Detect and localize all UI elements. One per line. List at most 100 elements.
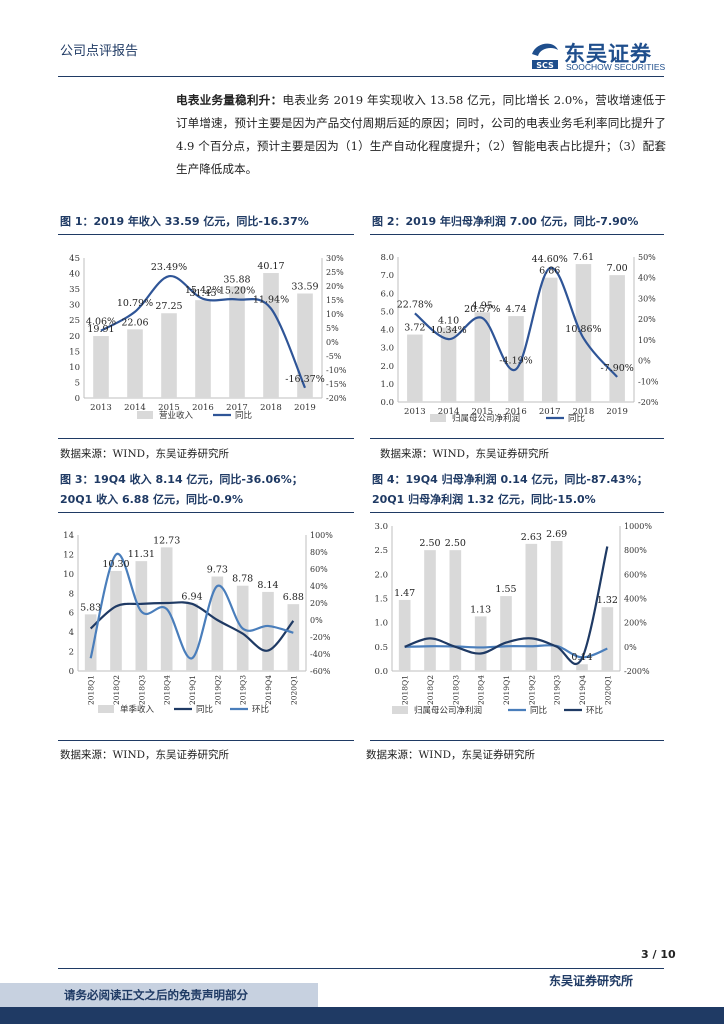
line-value-label: -7.90% [600, 363, 633, 374]
y-tick-right: -20% [326, 394, 347, 403]
bar [93, 336, 109, 398]
bar-value-label: 4.10 [438, 316, 459, 327]
y-tick-left: 1.0 [374, 619, 388, 629]
x-tick-label: 2018Q4 [477, 675, 486, 705]
bar-value-label: 1.32 [597, 595, 618, 606]
x-tick-label: 2019Q3 [553, 675, 562, 705]
y-tick-right: 60% [310, 565, 328, 574]
bar-value-label: 2.50 [445, 538, 466, 549]
bar-value-label: 1.55 [495, 584, 516, 595]
y-tick-left: 4 [69, 628, 74, 638]
x-tick-label: 2018Q3 [451, 675, 460, 705]
bar [161, 313, 177, 398]
x-tick-label: 2019Q4 [578, 675, 587, 705]
y-tick-right: 800% [624, 546, 647, 555]
bar [440, 327, 457, 402]
bar [508, 316, 524, 402]
line-value-label: 4.06% [86, 317, 116, 328]
footer-brand: 东吴证券研究所 [549, 974, 634, 988]
y-tick-left: 0 [75, 394, 80, 404]
footer-disclaimer: 请务必阅读正文之后的免责声明部分 [64, 988, 248, 1002]
x-tick-label: 2019 [606, 407, 628, 417]
y-tick-right: 200% [624, 619, 647, 628]
legend-net-profit: 归属母公司净利润 [414, 705, 482, 716]
bar [211, 576, 224, 671]
y-tick-left: 5 [75, 378, 80, 388]
line-value-label: 22.78% [397, 299, 433, 310]
x-tick-label: 2017 [226, 403, 248, 413]
y-tick-right: 15% [326, 296, 344, 305]
bar [474, 312, 491, 402]
figure-4-title: 图 4：19Q4 归母净利润 0.14 亿元，同比-87.43%； [372, 473, 648, 486]
bar [127, 329, 143, 398]
y-tick-right: 600% [624, 570, 647, 579]
bar [525, 543, 538, 671]
y-tick-left: 25 [69, 316, 80, 326]
bar-value-label: 0.14 [571, 652, 592, 663]
bar-value-label: 6.86 [539, 266, 560, 277]
y-tick-left: 30 [69, 301, 80, 311]
figure-1-title: 图 1：2019 年收入 33.59 亿元，同比-16.37% [60, 215, 309, 228]
bar [576, 664, 588, 671]
figure-3-bottom-rule [58, 740, 354, 741]
bar [474, 616, 487, 671]
line-value-label: 10.79% [117, 298, 153, 309]
y-tick-left: 2.5 [374, 546, 388, 556]
series-line-yoy [100, 275, 307, 389]
y-tick-left: 0.5 [374, 643, 388, 653]
bar [609, 275, 625, 402]
legend-net-profit-swatch [430, 414, 446, 422]
legend-yoy: 同比 [530, 705, 547, 716]
figure-2-rule [370, 234, 664, 235]
y-tick-right: 10% [326, 310, 344, 319]
y-tick-right: -10% [638, 377, 659, 386]
series-line-qoq [404, 546, 609, 666]
x-tick-label: 2019 [294, 403, 316, 413]
bar-value-label: 19.91 [87, 324, 114, 335]
bar-value-label: 4.74 [505, 304, 526, 315]
x-tick-label: 2018 [260, 403, 282, 413]
chart-1: 0 5 10 15 20 25 30 35 40 45 -20% -15% -10% -5% 0% 5% 10%… [69, 254, 347, 421]
y-tick-left: 7.0 [380, 271, 394, 281]
legend-revenue-swatch [137, 411, 153, 419]
bar-value-label: 1.13 [470, 604, 491, 615]
y-tick-left: 0.0 [380, 398, 394, 408]
y-tick-right: 0% [638, 357, 651, 366]
y-tick-left: 2.0 [374, 570, 388, 580]
bar [500, 596, 512, 671]
bar-value-label: 1.47 [394, 588, 415, 599]
bar-value-label: 31.45 [189, 288, 216, 299]
y-tick-right: 20% [310, 599, 328, 608]
x-tick-label: 2016 [192, 403, 214, 413]
line-value-label: 20.57% [464, 304, 500, 315]
bar-value-label: 2.50 [419, 538, 440, 549]
figure-2-source: 数据来源：WIND，东吴证券研究所 [380, 448, 550, 460]
figure-4-source: 数据来源：WIND，东吴证券研究所 [366, 749, 536, 761]
y-tick-right: -20% [638, 398, 659, 407]
y-tick-left: 10 [63, 570, 74, 580]
x-tick-label: 2019Q3 [239, 675, 248, 705]
x-tick-label: 2018 [573, 407, 595, 417]
bar-value-label: 3.72 [404, 323, 425, 334]
y-tick-left: 3.0 [380, 344, 394, 354]
y-tick-right: 1000% [624, 522, 652, 531]
legend-qoq: 环比 [586, 705, 603, 716]
footer-divider [58, 968, 664, 969]
y-tick-right: -15% [326, 380, 347, 389]
figure-3-source: 数据来源：WIND，东吴证券研究所 [60, 749, 230, 761]
legend-quarter-revenue-swatch [98, 705, 114, 713]
y-tick-left: 2.0 [380, 362, 394, 372]
brand-subtitle: SOOCHOW SECURITIES [566, 62, 666, 72]
legend-quarter-revenue: 单季收入 [120, 704, 155, 715]
y-tick-right: 20% [638, 315, 656, 324]
y-tick-right: 0% [310, 616, 323, 625]
y-tick-left: 45 [69, 254, 80, 264]
y-tick-right: 5% [326, 324, 339, 333]
y-tick-left: 6 [69, 609, 74, 619]
y-tick-right: -5% [326, 352, 342, 361]
x-tick-label: 2014 [124, 403, 146, 413]
bar [449, 550, 462, 671]
x-tick-label: 2020Q1 [603, 675, 612, 705]
y-tick-right: -20% [310, 633, 331, 642]
report-type-title: 公司点评报告 [60, 44, 139, 59]
